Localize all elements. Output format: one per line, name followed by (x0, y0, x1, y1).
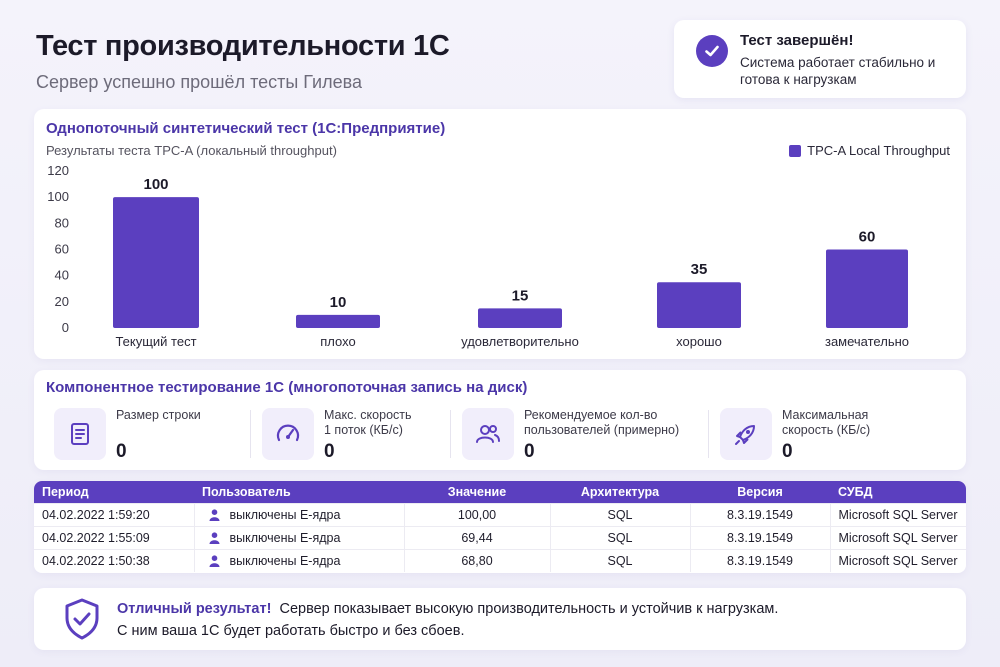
table-header-row: Период Пользователь Значение Архитектура… (34, 481, 966, 503)
cell-dbms: Microsoft SQL Server (829, 525, 966, 549)
page-subtitle: Сервер успешно прошёл тесты Гилева (36, 72, 362, 92)
column-header[interactable]: Версия (737, 484, 783, 499)
x-tick-label: хорошо (676, 334, 722, 349)
page-title: Тест производительности 1С (36, 30, 450, 62)
y-tick-label: 100 (47, 189, 69, 204)
check-circle-icon (696, 35, 728, 67)
users-icon (462, 408, 514, 460)
column-header[interactable]: СУБД (838, 484, 873, 499)
speedometer-icon (262, 408, 314, 460)
column-header[interactable]: Период (42, 484, 89, 499)
metric-value: 0 (782, 441, 793, 462)
chart-title: Однопоточный синтетический тест (1С:Пред… (46, 120, 446, 137)
component-title: Компонентное тестирование 1С (многопоточ… (46, 379, 528, 396)
divider (708, 410, 709, 458)
chart-subtitle: Результаты теста TPC-A (локальный throug… (46, 143, 337, 158)
shield-check-icon (65, 598, 99, 640)
chart-legend: TPC-A Local Throughput (789, 143, 950, 158)
result-line-1: Отличный результат! Сервер показывает вы… (117, 601, 779, 617)
bar-value-label: 10 (330, 294, 347, 311)
divider (250, 410, 251, 458)
metric-label: Макс. скорость 1 поток (КБ/с) (324, 408, 412, 437)
bar-value-label: 100 (143, 176, 168, 193)
user-icon (209, 555, 219, 567)
y-tick-label: 120 (47, 163, 69, 178)
component-card: Компонентное тестирование 1С (многопоточ… (34, 370, 966, 470)
y-tick-label: 80 (55, 215, 69, 230)
result-highlight: Отличный результат! (117, 601, 272, 617)
legend-swatch (789, 144, 802, 157)
cell-user: выключены Е-ядра (193, 502, 404, 526)
table-row[interactable]: 04.02.2022 1:50:38 выключены Е-ядра 68,8… (34, 548, 966, 572)
cell-user: выключены Е-ядра (193, 525, 404, 549)
result-card: Отличный результат! Сервер показывает вы… (34, 588, 966, 650)
cell-version: 8.3.19.1549 (689, 525, 830, 549)
metric-value: 0 (116, 441, 127, 462)
bar (657, 282, 741, 328)
y-tick-label: 20 (55, 294, 69, 309)
metric-value: 0 (324, 441, 335, 462)
user-icon (209, 531, 219, 544)
column-header[interactable]: Архитектура (580, 484, 660, 499)
column-header[interactable]: Значение (447, 484, 507, 499)
cell-architecture: SQL (549, 525, 690, 549)
x-tick-label: удовлетворительно (461, 334, 579, 349)
cell-value: 69,44 (403, 525, 550, 549)
x-tick-label: замечательно (825, 334, 909, 349)
table-row[interactable]: 04.02.2022 1:55:09 выключены Е-ядра 69,4… (34, 525, 966, 549)
metric-value: 0 (524, 441, 535, 462)
status-card: Тест завершён! Система работает стабильн… (674, 20, 966, 98)
status-title: Тест завершён! (740, 32, 854, 49)
bar-value-label: 15 (512, 287, 529, 304)
cell-architecture: SQL (549, 548, 690, 572)
rocket-icon (720, 408, 772, 460)
user-icon (209, 508, 219, 521)
bar-chart: 0 20 40 60 80 100 120 100 Текущий тест 10 плохо 15 у… (47, 163, 909, 349)
bar (826, 249, 908, 328)
status-text: Система работает стабильно и готова к на… (740, 55, 936, 87)
results-table-card: Период Пользователь Значение Архитектура… (34, 481, 966, 573)
bar-value-label: 35 (691, 261, 708, 278)
cell-version: 8.3.19.1549 (689, 548, 830, 572)
chart-card: Однопоточный синтетический тест (1С:Пред… (34, 109, 966, 359)
bar-value-label: 60 (859, 229, 876, 246)
x-tick-label: плохо (320, 334, 355, 349)
cell-value: 68,80 (403, 548, 550, 572)
table-row[interactable]: 04.02.2022 1:59:20 выключены Е-ядра 100,… (34, 502, 966, 526)
cell-period: 04.02.2022 1:59:20 (34, 502, 194, 526)
y-tick-label: 40 (55, 268, 69, 283)
cell-version: 8.3.19.1549 (689, 502, 830, 526)
cell-period: 04.02.2022 1:55:09 (34, 525, 194, 549)
y-tick-label: 60 (55, 242, 69, 257)
legend-label: TPC-A Local Throughput (807, 143, 950, 158)
divider (450, 410, 451, 458)
bar (478, 308, 562, 328)
result-line-2: С ним ваша 1С будет работать быстро и бе… (117, 623, 465, 639)
results-table: Период Пользователь Значение Архитектура… (34, 481, 966, 572)
metric-label: Рекомендуемое кол-во пользователей (приме… (524, 408, 680, 437)
cell-dbms: Microsoft SQL Server (829, 502, 966, 526)
x-tick-label: Текущий тест (115, 334, 196, 349)
bar (296, 314, 380, 328)
cell-user: выключены Е-ядра (193, 548, 404, 572)
cell-value: 100,00 (403, 502, 550, 526)
metric-label: Максимальная скорость (КБ/с) (782, 408, 871, 437)
bar (113, 197, 199, 328)
cell-architecture: SQL (549, 502, 690, 526)
cell-period: 04.02.2022 1:50:38 (34, 548, 194, 572)
document-icon (54, 408, 106, 460)
column-header[interactable]: Пользователь (202, 484, 291, 499)
y-tick-label: 0 (62, 320, 69, 335)
cell-dbms: Microsoft SQL Server (829, 548, 966, 572)
metric-label: Размер строки (116, 408, 201, 422)
